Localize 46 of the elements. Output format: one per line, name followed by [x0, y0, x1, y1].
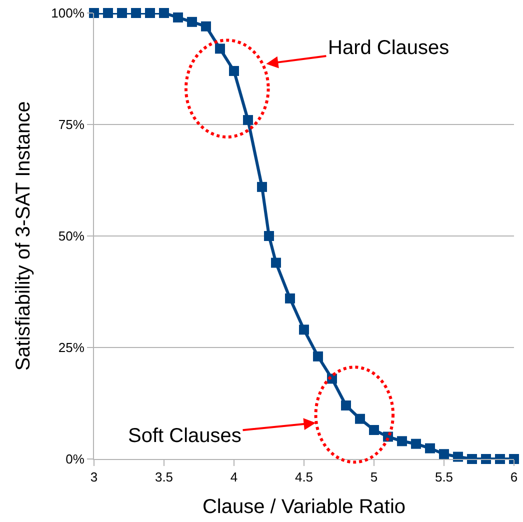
point — [117, 8, 127, 18]
point — [103, 8, 113, 18]
point — [229, 66, 239, 76]
annotation: Soft Clauses — [128, 425, 242, 447]
point — [397, 436, 407, 446]
point — [187, 16, 197, 27]
y-tick-label: 100% — [51, 6, 85, 21]
y-tick-label: 50% — [58, 228, 85, 244]
x-tick-label: 3 — [90, 470, 98, 485]
point — [243, 115, 253, 126]
y-tick-label: 25% — [58, 340, 85, 356]
point — [299, 324, 309, 335]
annotation: Hard Clauses — [328, 37, 450, 59]
point — [425, 443, 435, 454]
x-tick-label: 4.5 — [294, 470, 314, 485]
x-tick-label: 3.5 — [154, 470, 174, 485]
point — [509, 454, 519, 464]
x-tick-label: 4 — [230, 470, 238, 485]
point — [215, 44, 225, 54]
point — [201, 21, 211, 32]
point — [495, 454, 505, 464]
point — [411, 438, 421, 449]
point — [439, 449, 449, 460]
y-axis-title: Satisfiability of 3-SAT Instance — [12, 101, 35, 371]
point — [264, 231, 274, 241]
point — [257, 182, 267, 192]
point — [173, 12, 183, 22]
x-tick-label: 5.5 — [434, 470, 454, 485]
point — [369, 425, 379, 436]
point — [467, 454, 477, 464]
point — [341, 400, 351, 410]
point — [131, 8, 141, 18]
point — [355, 414, 365, 424]
point — [453, 452, 463, 462]
point — [285, 293, 295, 304]
y-tick-label: 0% — [66, 452, 85, 467]
point — [89, 8, 99, 18]
point — [313, 351, 323, 362]
point — [481, 454, 491, 464]
point — [159, 8, 169, 18]
y-tick-label: 75% — [58, 117, 85, 132]
x-axis-title: Clause / Variable Ratio — [202, 496, 406, 518]
point — [271, 258, 281, 268]
x-tick-label: 5 — [370, 470, 378, 485]
x-tick-label: 6 — [510, 470, 518, 485]
point — [145, 8, 155, 18]
